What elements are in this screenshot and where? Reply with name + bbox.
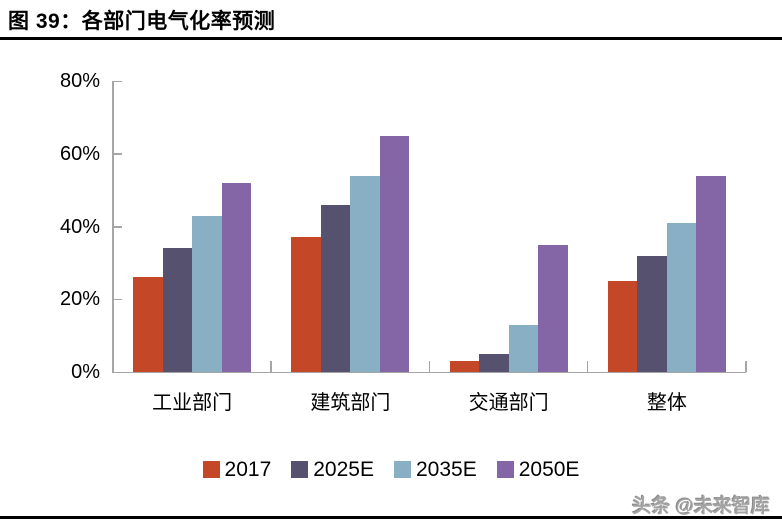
bar-2025E-建筑部门: [320, 204, 351, 372]
y-tick-mark: [113, 80, 122, 82]
bar-2035E-工业部门: [192, 215, 222, 372]
legend-label: 2035E: [415, 458, 477, 481]
bar-2025E-整体: [637, 255, 667, 372]
legend-item-2050E: 2050E: [496, 458, 580, 481]
legend-item-2025E: 2025E: [291, 459, 374, 480]
x-axis-category-label: 交通部门: [468, 392, 549, 414]
y-axis-line: [112, 81, 114, 372]
legend-item-2035E: 2035E: [393, 458, 477, 481]
watermark-text: 头条 @未来智库: [632, 496, 770, 517]
x-tick-mark: [428, 361, 430, 372]
bar-group-3: [430, 81, 588, 372]
title-divider-line: [0, 37, 782, 40]
bar-2035E-建筑部门: [350, 175, 380, 372]
bar-2035E-整体: [666, 222, 697, 372]
y-axis-tick-label: 40%: [59, 215, 100, 238]
bar-2017-交通部门: [449, 361, 480, 372]
figure-title: 图 39：各部门电气化率预测: [8, 10, 276, 33]
x-tick-mark: [586, 361, 589, 372]
x-axis-category-label: 整体: [646, 392, 687, 414]
bar-2050E-整体: [696, 175, 726, 372]
bar-group-1: [113, 81, 271, 372]
legend-label: 2017: [224, 458, 272, 481]
bar-2017-整体: [607, 281, 638, 372]
bar-2050E-建筑部门: [379, 135, 410, 372]
chart-legend: 2017 2025E 2035E 2050E: [0, 459, 782, 480]
bar-group-4: [588, 81, 746, 372]
bar-2017-工业部门: [133, 277, 163, 372]
bar-2035E-交通部门: [508, 324, 539, 372]
bar-2025E-工业部门: [162, 248, 193, 372]
legend-swatch-icon: [393, 461, 411, 478]
y-tick-mark: [113, 226, 122, 228]
bar-2050E-工业部门: [221, 182, 252, 372]
bar-2025E-交通部门: [479, 353, 509, 372]
bar-group-2: [271, 81, 429, 372]
x-axis-line: [112, 371, 746, 373]
x-tick-mark: [270, 361, 272, 372]
plot-area: [112, 80, 747, 373]
y-tick-mark: [113, 298, 122, 301]
x-axis-category-label: 工业部门: [152, 392, 233, 414]
legend-swatch-icon: [291, 461, 309, 478]
legend-swatch-icon: [496, 461, 514, 478]
bar-2050E-交通部门: [538, 244, 568, 372]
y-axis-tick-label: 0%: [71, 361, 100, 383]
legend-swatch-icon: [202, 461, 220, 478]
x-axis-category-label: 建筑部门: [310, 392, 391, 414]
legend-label: 2050E: [518, 458, 580, 481]
y-axis-tick-label: 20%: [59, 288, 100, 311]
y-tick-mark: [113, 153, 122, 155]
bar-2017-建筑部门: [291, 237, 321, 372]
bottom-divider-line: [0, 516, 782, 519]
y-axis-tick-label: 60%: [59, 142, 100, 165]
legend-label: 2025E: [313, 458, 374, 481]
x-tick-mark: [745, 361, 747, 372]
y-axis-tick-label: 80%: [59, 70, 100, 92]
legend-item-2017: 2017: [202, 458, 272, 481]
